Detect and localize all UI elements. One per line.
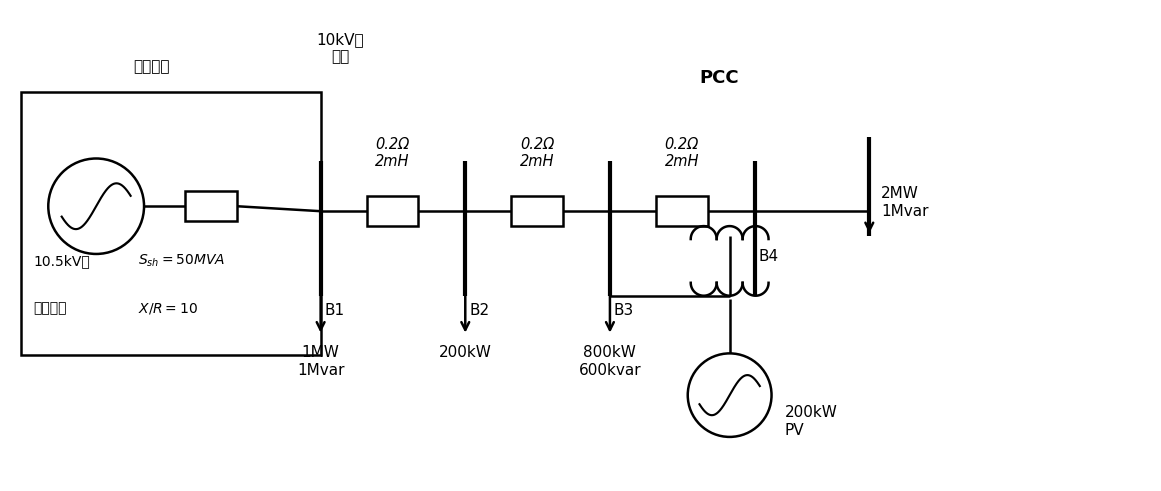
Text: B2: B2 <box>469 302 490 318</box>
Text: B3: B3 <box>614 302 634 318</box>
Text: 10.5kV无: 10.5kV无 <box>34 254 91 268</box>
Text: $X/R=10$: $X/R=10$ <box>138 301 197 316</box>
Bar <box>185 191 237 221</box>
Text: 系统等值: 系统等值 <box>132 59 170 75</box>
Text: 10kV变
电站: 10kV变 电站 <box>317 32 365 65</box>
Text: B4: B4 <box>758 249 779 264</box>
Text: $S_{sh}=50MVA$: $S_{sh}=50MVA$ <box>138 253 225 269</box>
Text: 穷大电源: 穷大电源 <box>34 301 67 316</box>
Text: 0.2Ω
2mH: 0.2Ω 2mH <box>664 137 699 169</box>
Bar <box>656 196 708 226</box>
Text: 200kW: 200kW <box>439 346 492 360</box>
Text: 200kW
PV: 200kW PV <box>785 405 837 438</box>
Text: 0.2Ω
2mH: 0.2Ω 2mH <box>375 137 410 169</box>
Text: 800kW
600kvar: 800kW 600kvar <box>578 346 641 379</box>
Bar <box>511 196 563 226</box>
Text: PCC: PCC <box>700 69 740 87</box>
Bar <box>367 196 418 226</box>
Text: 1MW
1Mvar: 1MW 1Mvar <box>297 346 345 379</box>
Text: 0.2Ω
2mH: 0.2Ω 2mH <box>520 137 554 169</box>
Bar <box>21 92 320 355</box>
Text: B1: B1 <box>325 302 345 318</box>
Text: 2MW
1Mvar: 2MW 1Mvar <box>881 187 929 219</box>
